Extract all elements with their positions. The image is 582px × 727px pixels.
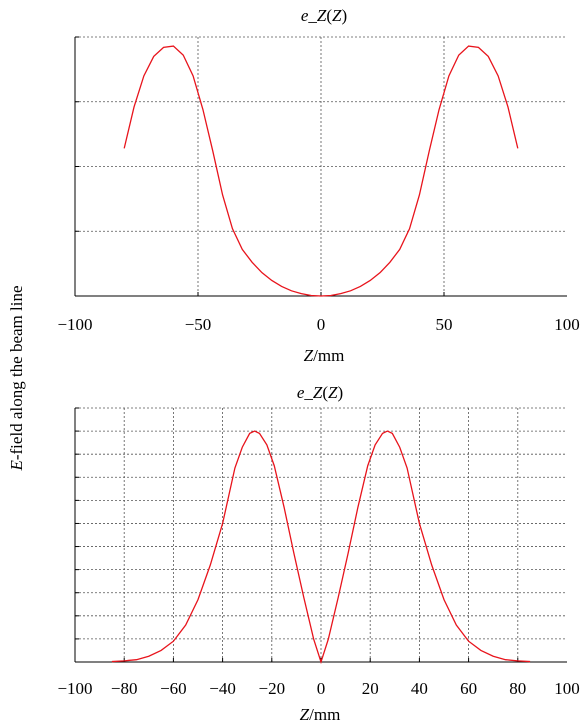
bottom-chart-title-func: e_Z xyxy=(297,383,323,402)
bottom-chart-title-close: ) xyxy=(337,383,343,402)
bottom-chart-x-tick-label-9: 80 xyxy=(509,679,526,698)
top-chart-title-open: ( xyxy=(326,6,332,25)
top-chart-x-tick-label-4: 100 xyxy=(554,315,580,334)
bottom-chart-grid xyxy=(75,407,567,662)
top-chart-title-var: Z xyxy=(332,6,342,25)
bottom-chart-x-tick-label-4: −20 xyxy=(259,679,286,698)
bottom-chart-title-open: ( xyxy=(322,383,328,402)
bottom-chart-x-label-rest: /mm xyxy=(309,705,340,724)
bottom-chart-x-label-italic: Z xyxy=(300,705,310,724)
bottom-chart-axes xyxy=(74,407,567,663)
shared-y-label: E-field along the beam line xyxy=(7,285,26,471)
bottom-chart-x-tick-label-3: −40 xyxy=(209,679,236,698)
top-chart-x-tick-label-2: 0 xyxy=(317,315,326,334)
top-chart-title: e_Z(Z) xyxy=(301,6,347,25)
top-chart-x-label: Z/mm xyxy=(304,346,345,365)
bottom-chart-x-tick-label-1: −80 xyxy=(111,679,138,698)
top-chart-title-func: e_Z xyxy=(301,6,327,25)
bottom-chart-x-tick-label-10: 100 xyxy=(554,679,580,698)
top-chart-x-ticks: −100 −50 0 50 100 xyxy=(57,292,580,334)
top-chart-grid xyxy=(75,36,567,296)
top-chart-x-tick-label-1: −50 xyxy=(185,315,212,334)
bottom-chart-x-tick-label-5: 0 xyxy=(317,679,326,698)
top-chart-title-close: ) xyxy=(341,6,347,25)
bottom-chart-x-tick-label-0: −100 xyxy=(57,679,92,698)
shared-y-label-rest: -field along the beam line xyxy=(7,285,26,460)
bottom-chart-x-tick-label-8: 60 xyxy=(460,679,477,698)
top-chart-x-tick-label-0: −100 xyxy=(57,315,92,334)
bottom-chart-title: e_Z(Z) xyxy=(297,383,343,402)
top-chart: e_Z(Z) −100 −50 0 50 100 Z/mm xyxy=(57,6,579,365)
bottom-chart-series-line xyxy=(111,430,531,665)
shared-y-label-italic: E xyxy=(7,460,26,472)
bottom-chart: e_Z(Z) −100 −80 −60 −40 −20 0 20 40 60 80 100 Z/mm xyxy=(57,383,579,724)
bottom-chart-x-tick-label-6: 20 xyxy=(362,679,379,698)
bottom-chart-title-var: Z xyxy=(328,383,338,402)
bottom-chart-x-tick-label-7: 40 xyxy=(411,679,428,698)
top-chart-x-label-rest: /mm xyxy=(313,346,344,365)
top-chart-series-line xyxy=(123,45,519,297)
bottom-chart-x-label: Z/mm xyxy=(300,705,341,724)
top-chart-x-label-italic: Z xyxy=(304,346,314,365)
top-chart-x-tick-label-3: 50 xyxy=(436,315,453,334)
bottom-chart-x-tick-label-2: −60 xyxy=(160,679,187,698)
bottom-chart-x-ticks: −100 −80 −60 −40 −20 0 20 40 60 80 100 xyxy=(57,658,580,698)
